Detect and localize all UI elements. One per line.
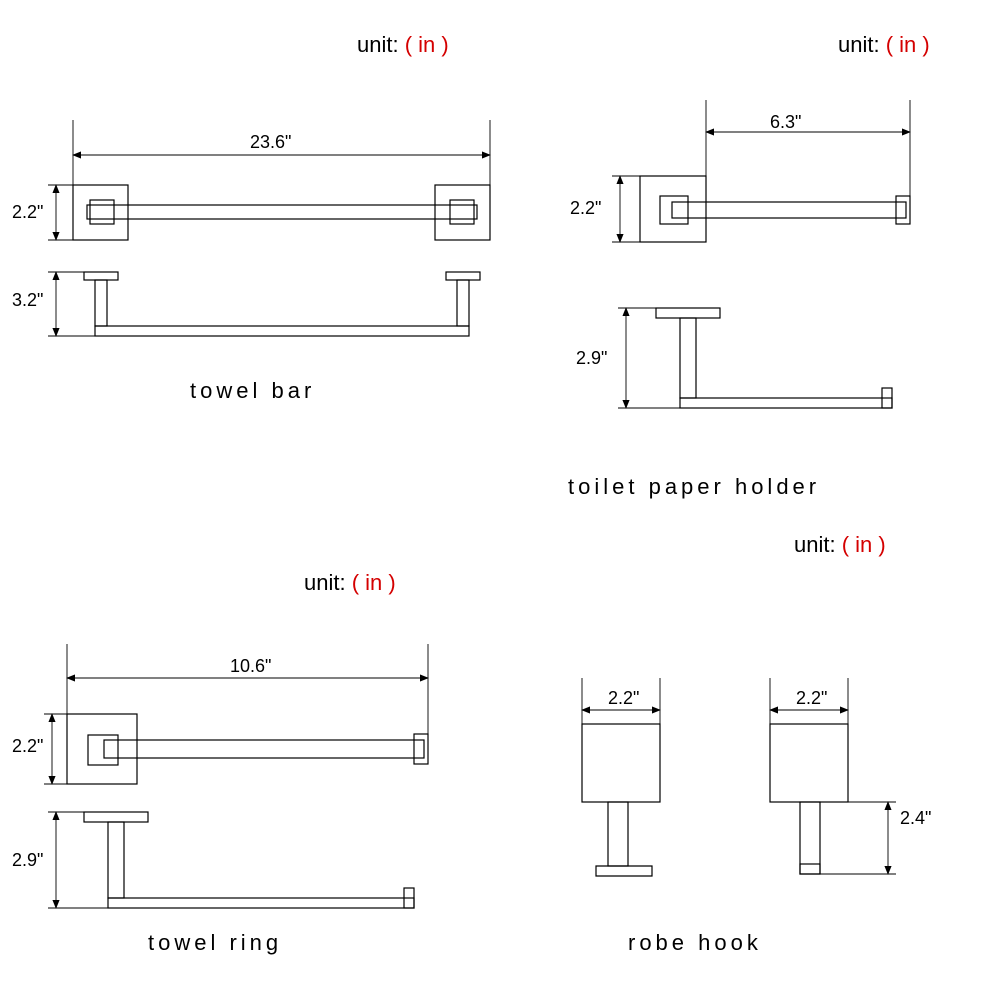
towel-bar-drawing: [48, 120, 490, 336]
drawing-svg: [0, 0, 1000, 1000]
towel-ring-drawing: [44, 644, 428, 908]
toilet-paper-holder-drawing: [612, 100, 910, 408]
robe-hook-drawing: [582, 678, 896, 876]
